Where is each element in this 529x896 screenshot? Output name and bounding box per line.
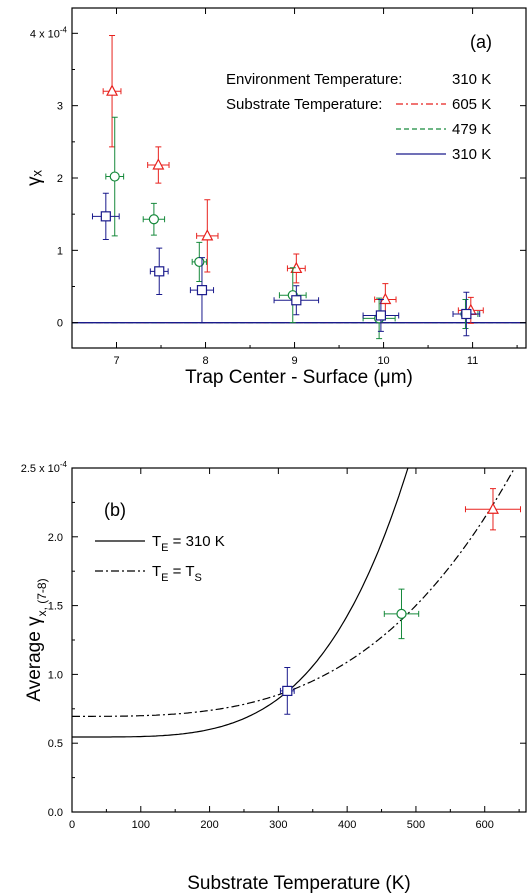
series-310k [91,192,481,337]
data-point [486,502,499,514]
x-axis-label: Substrate Temperature (K) [187,873,411,894]
x-tick-label: 300 [269,819,287,831]
data-point [196,285,208,296]
legend-label-310k: 310 K [452,146,491,163]
y-tick-label: 2 [57,173,63,185]
x-tick-label: 0 [69,819,75,831]
y-tick-label: 1 [57,245,63,257]
series-605k [102,34,484,324]
legend-env-value: 310 K [452,71,491,88]
x-tick-label: 600 [476,819,494,831]
model-curves-b [72,468,516,738]
y-top-tick-label: 4 x 10-4 [30,25,68,40]
x-tick-label: 200 [200,819,218,831]
y-tick-label: 0 [57,318,63,330]
data-point [396,608,407,619]
x-axis-label: Trap Center - Surface (μm) [185,367,413,388]
y-tick-label: 3 [57,101,63,113]
y-top-tick-label: 2.5 x 10-4 [21,460,68,475]
legend-label-solid: TE = 310 K [152,533,225,554]
legend-env-label: Environment Temperature: [226,71,402,88]
y-tick-label: 1.0 [48,669,63,681]
y-axis-label: Average γx, (7-8) [24,578,49,701]
panel-a: 7 8 9 10 11 0 1 2 3 4 x 10-4 Trap Center - Surface… [24,7,527,388]
legend-label-dashdot: TE = TS [152,563,202,584]
y-tick-label: 1.5 [48,601,63,613]
x-tick-label: 8 [202,355,208,367]
plot-frame-b [71,467,527,813]
data-point [106,84,119,96]
legend-label-479k: 479 K [452,121,491,138]
x-tick-label: 7 [113,355,119,367]
y-tick-label: 2.0 [48,532,63,544]
panel-label-b: (b) [104,500,126,520]
data-point [282,685,293,697]
data-point [154,266,165,277]
data-point [291,295,302,306]
panel-label-a: (a) [470,32,492,52]
data-point [461,308,472,320]
x-tick-label: 500 [407,819,425,831]
data-point [109,171,120,182]
model-curve-solid [72,468,409,738]
data-point [375,310,386,321]
data-point [201,229,214,241]
series-479k [105,116,479,340]
legend-sub-label: Substrate Temperature: [226,96,382,113]
y-tick-label: 0.0 [48,807,63,819]
y-tick-label: 0.5 [48,738,63,750]
panel-b: 0 100 200 300 400 500 600 0.0 0.5 1.0 1.5 2.0 2.5 x … [21,460,527,894]
x-tick-label: 400 [338,819,356,831]
y-axis-label: γₓ [24,169,45,186]
data-point [100,211,111,222]
x-tick-label: 11 [467,355,478,367]
x-tick-label: 10 [377,355,389,367]
data-point [148,214,159,225]
data-point [379,292,392,305]
model-curve-dashdot [72,468,516,717]
legend-label-605k: 605 K [452,96,491,113]
data-point [152,158,165,170]
x-tick-label: 100 [132,819,150,831]
x-tick-label: 9 [291,355,297,367]
